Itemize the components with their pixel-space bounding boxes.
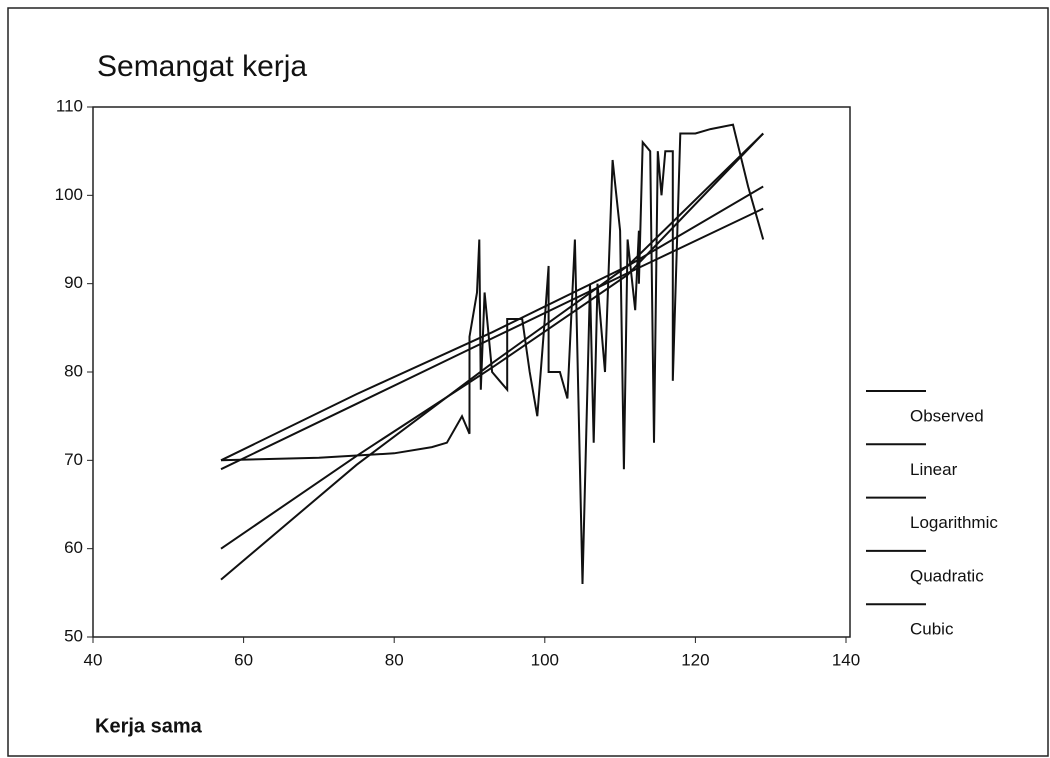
x-axis-label: Kerja sama (95, 715, 203, 737)
x-tick-label: 80 (385, 650, 404, 669)
y-tick-label: 50 (64, 626, 83, 645)
legend-label: Linear (910, 460, 958, 479)
legend-label: Logarithmic (910, 513, 998, 532)
y-tick-label: 60 (64, 538, 83, 557)
legend-label: Cubic (910, 620, 954, 639)
plot-border (93, 107, 850, 637)
legend-label: Quadratic (910, 566, 984, 585)
series-line (221, 209, 763, 470)
x-tick-label: 120 (681, 650, 709, 669)
legend-label: Observed (910, 406, 984, 425)
y-tick-label: 90 (64, 273, 83, 292)
series-line (221, 187, 763, 461)
x-tick-label: 100 (531, 650, 559, 669)
x-tick-label: 60 (234, 650, 253, 669)
chart: Semangat kerja Kerja sama 50 60 70 80 90 100 1… (0, 0, 1050, 758)
series-line (221, 125, 763, 584)
series-line (221, 134, 763, 549)
y-tick-label: 80 (64, 361, 83, 380)
frame (8, 8, 1048, 756)
y-tick-label: 70 (64, 450, 83, 469)
y-tick-label: 110 (56, 96, 83, 115)
series-line (221, 134, 763, 580)
x-tick-label: 40 (84, 650, 103, 669)
chart-title: Semangat kerja (97, 50, 307, 83)
x-tick-label: 140 (832, 650, 860, 669)
y-tick-label: 100 (55, 185, 83, 204)
